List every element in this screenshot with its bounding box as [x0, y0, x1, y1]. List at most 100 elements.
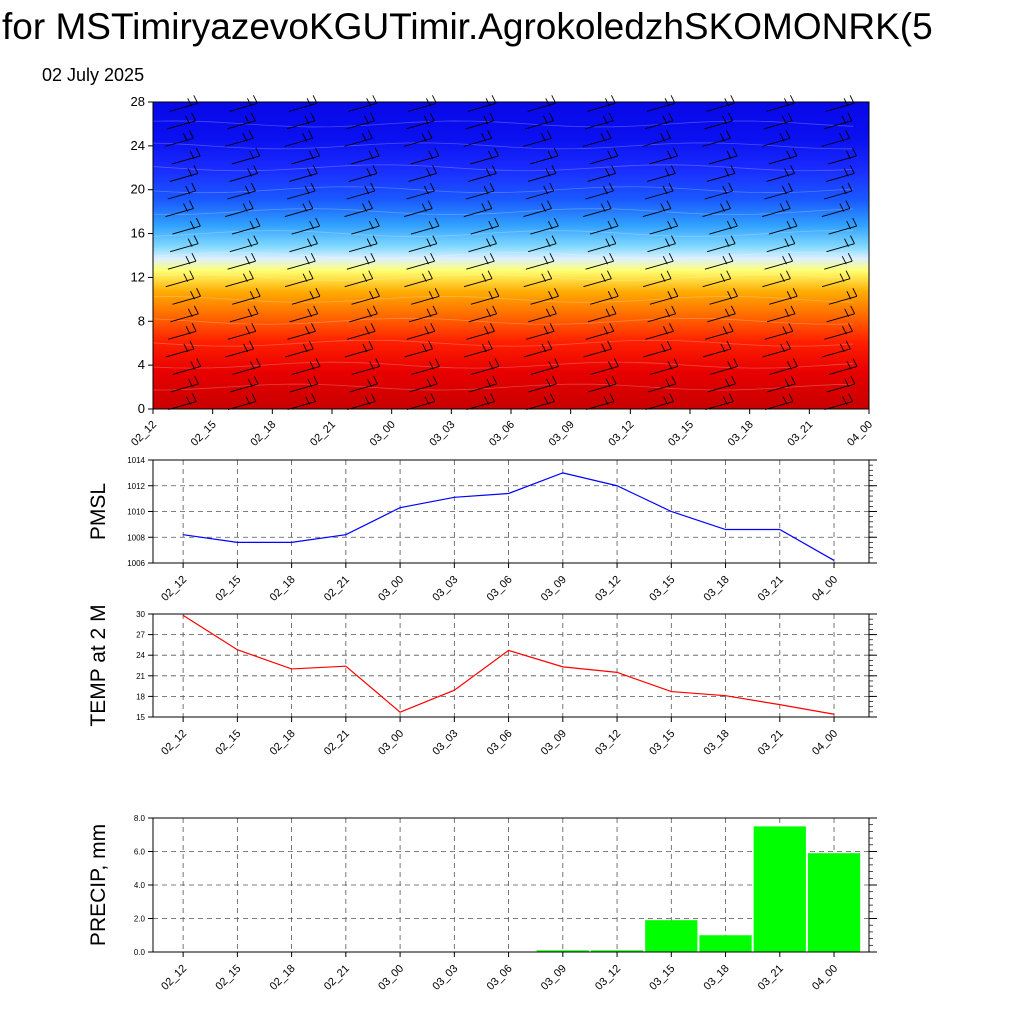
x-tick-label: 03_15	[647, 574, 677, 604]
wind-barb	[463, 130, 493, 147]
panel-frame	[152, 613, 870, 718]
heatmap-field	[153, 102, 869, 409]
x-tick-label: 03_09	[539, 574, 569, 604]
wind-barb	[231, 147, 261, 165]
wind-barb	[523, 130, 552, 147]
wind-barb	[466, 393, 496, 410]
wind-barb	[409, 375, 438, 393]
x-tick-label: 03_18	[726, 419, 756, 449]
wind-barb	[649, 288, 679, 305]
wind-barb	[229, 305, 259, 323]
wind-barb	[349, 235, 378, 253]
wind-barb	[709, 358, 739, 375]
wind-barb	[232, 358, 261, 375]
y-tick-label: 16	[131, 226, 145, 241]
x-tick-label: 03_21	[785, 419, 815, 449]
wind-barb	[585, 323, 615, 340]
wind-barb	[287, 252, 316, 270]
wind-barb	[285, 340, 314, 358]
chart-title: for MSTimiryazevoKGUTimir.AgrokoledzhSKO…	[2, 6, 933, 47]
y-tick-label: 30	[136, 610, 145, 619]
x-tick-label: 02_21	[322, 963, 352, 993]
y-tick-label: 1006	[127, 559, 145, 568]
y-tick-label: 24	[136, 651, 145, 660]
wind-barb	[764, 323, 794, 340]
contour-line	[152, 120, 854, 128]
y-tick-label: 4.0	[134, 881, 146, 890]
wind-barb	[167, 252, 197, 270]
wind-barb	[821, 200, 851, 217]
wind-barb	[769, 358, 798, 375]
wind-barb	[227, 323, 257, 340]
wind-barb	[828, 147, 857, 165]
wind-barb	[585, 252, 615, 270]
x-tick-label: 02_15	[189, 419, 219, 449]
wind-barb	[583, 270, 612, 288]
wind-barb	[704, 182, 734, 200]
wind-barb	[291, 147, 320, 165]
x-tick-label: 03_18	[702, 574, 732, 604]
wind-barb	[647, 165, 676, 182]
wind-barb	[649, 358, 679, 375]
wind-barb	[344, 200, 373, 217]
wind-barb	[525, 182, 555, 200]
wind-barb	[649, 147, 678, 165]
wind-barb	[406, 182, 435, 200]
wind-barb	[527, 165, 557, 182]
wind-barb	[705, 323, 734, 340]
x-tick-label: 02_15	[213, 963, 243, 993]
x-tick-label: 02_21	[308, 419, 338, 449]
wind-barb	[167, 112, 196, 130]
wind-barb	[406, 393, 436, 410]
wind-barb	[287, 323, 316, 340]
wind-barb	[824, 323, 853, 340]
x-tick-label: 02_15	[213, 574, 243, 604]
wind-barb	[348, 165, 378, 182]
wind-barb	[468, 375, 498, 393]
wind-barb	[587, 165, 617, 182]
wind-barb	[767, 375, 796, 393]
x-tick-label: 03_09	[539, 963, 569, 993]
wind-barb	[823, 182, 853, 200]
contour-line	[152, 208, 854, 216]
x-tick-label: 02_18	[268, 574, 298, 604]
x-tick-label: 03_12	[593, 728, 623, 758]
wind-barb	[470, 217, 500, 235]
contour-line	[152, 252, 854, 259]
bar	[645, 920, 698, 952]
wind-barb	[347, 393, 376, 410]
x-tick-label: 02_12	[129, 419, 159, 449]
x-tick-label: 03_12	[606, 419, 636, 449]
wind-barb	[768, 147, 798, 165]
x-tick-label: 02_18	[268, 963, 298, 993]
wind-barb	[284, 200, 314, 217]
wind-barb	[709, 147, 738, 165]
x-tick-label: 03_00	[376, 728, 406, 758]
wind-barb	[707, 305, 736, 323]
wind-barb	[346, 182, 376, 200]
contour-line	[152, 164, 854, 172]
wind-barb	[702, 270, 732, 288]
wind-barb	[167, 182, 197, 200]
y-axis-label: TEMP at 2 M	[87, 604, 110, 726]
x-tick-label: 03_15	[647, 728, 677, 758]
wind-barb	[707, 235, 736, 253]
wind-barb	[645, 393, 675, 410]
wind-barb	[828, 288, 858, 305]
wind-barb	[344, 340, 374, 358]
x-tick-label: 03_18	[702, 728, 732, 758]
wind-barb	[404, 200, 433, 217]
wind-barb	[769, 288, 798, 305]
wind-barb	[169, 165, 199, 182]
wind-barb	[583, 200, 612, 217]
wind-barb	[291, 288, 321, 305]
wind-barb	[225, 340, 255, 358]
x-tick-label: 03_03	[430, 963, 460, 993]
x-tick-label: 03_06	[487, 419, 517, 449]
wind-barb	[466, 252, 495, 270]
wind-barb	[406, 252, 436, 270]
wind-barb	[349, 375, 378, 393]
wind-barb	[826, 375, 856, 393]
wind-barb	[286, 182, 316, 200]
y-tick-label: 24	[131, 138, 145, 153]
